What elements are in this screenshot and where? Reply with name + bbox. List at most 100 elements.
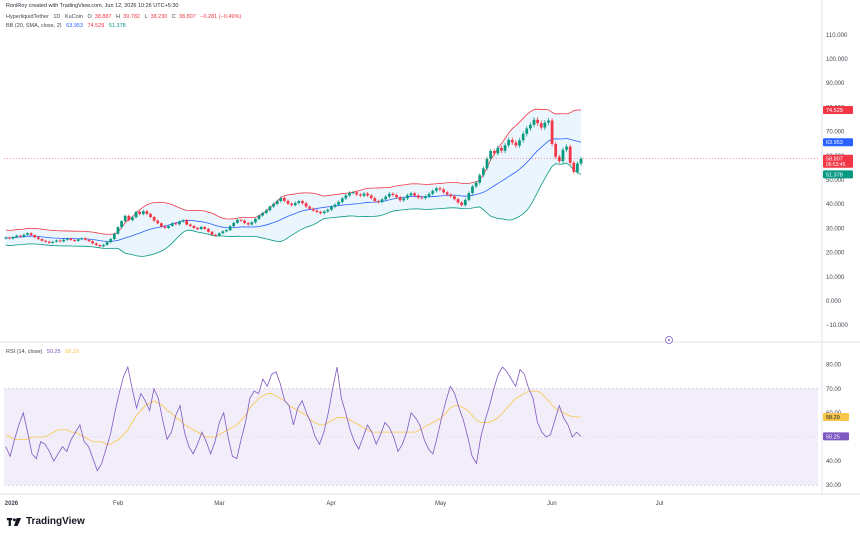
candle-body (424, 196, 427, 199)
countdown-text: 06:53:45 (826, 162, 846, 168)
candle (55, 239, 58, 243)
candle-body (539, 123, 543, 128)
candle-body (308, 206, 312, 209)
candle-body (15, 235, 19, 238)
candle (98, 244, 102, 248)
candle-body (579, 158, 583, 164)
bb-basis-tag (823, 138, 853, 147)
candle-body (431, 190, 435, 194)
candle-body (268, 206, 272, 211)
candle (547, 117, 550, 126)
candle (199, 225, 203, 231)
candle-body (138, 211, 142, 215)
rsi-ma-tag-text: 58.29 (826, 415, 840, 421)
candle (427, 192, 431, 198)
candle (62, 238, 66, 243)
open-label: O (87, 14, 92, 20)
candle (431, 189, 435, 196)
candle-body (286, 200, 290, 204)
candle (207, 227, 210, 233)
candle (409, 191, 413, 197)
candle-body (500, 147, 503, 151)
candle-body (471, 186, 474, 194)
last-price-tag-text: 58.807 (826, 157, 843, 163)
candle (348, 191, 351, 198)
bb-label[interactable]: BB (20, SMA, close, 2) (6, 23, 62, 29)
candle (69, 237, 73, 241)
candle-body (159, 223, 163, 227)
candle (550, 118, 554, 147)
rsi-label[interactable]: RSI (14, close) (6, 349, 43, 355)
candle-body (221, 231, 225, 234)
candle-body (275, 201, 279, 204)
candle-body (492, 150, 496, 154)
rsi-line (5, 365, 582, 472)
time-tick-label: Jun (547, 501, 557, 507)
rsi-tick-label: 40.00 (826, 459, 842, 465)
candle-body (333, 204, 337, 207)
rsi-tick-label: 80.00 (826, 363, 842, 369)
candle-body (163, 226, 167, 228)
candle-body (203, 226, 207, 229)
candle-body (330, 206, 333, 210)
candle-body (525, 128, 529, 134)
rsi-value-tag-text: 50.25 (826, 434, 840, 440)
candle-body (510, 139, 514, 143)
candle-body (185, 220, 189, 225)
candle-body (36, 237, 40, 240)
candle-body (315, 210, 319, 212)
price-tick-label: −10.000 (826, 323, 849, 329)
candle (424, 194, 427, 200)
candle-body (167, 225, 170, 228)
candle-body (47, 241, 51, 243)
candle-body (112, 233, 116, 240)
candle-body (192, 225, 196, 228)
candle (579, 156, 583, 166)
candle-body (463, 199, 467, 206)
candle (525, 125, 529, 137)
time-tick-label: May (435, 501, 446, 507)
candle-body (344, 195, 348, 199)
candle-body (373, 198, 377, 202)
candle-body (536, 119, 539, 124)
candle-body (80, 238, 84, 240)
rsi-value-tag (823, 432, 849, 441)
candle (442, 187, 445, 194)
candle-body (145, 211, 149, 214)
candle (293, 201, 297, 207)
candle-body (69, 238, 73, 240)
candle (572, 160, 576, 174)
candle (40, 238, 44, 242)
symbol-name[interactable]: HyperliquidTether (6, 14, 49, 20)
bb-basis-line (5, 138, 582, 242)
candle-body (152, 217, 156, 221)
candle-body (283, 197, 286, 201)
candle (185, 219, 189, 226)
candle-body (73, 240, 76, 241)
event-marker-dot (668, 339, 670, 341)
candle (326, 208, 330, 213)
candle (301, 199, 304, 205)
candle-body (134, 211, 138, 218)
candle-body (337, 202, 341, 205)
bb-basis-value: 63.953 (66, 23, 83, 29)
candle (344, 193, 348, 200)
price-tick-label: 30.000 (826, 226, 845, 232)
candle-body (387, 193, 391, 197)
rsi-legend: RSI (14, close) 50.25 58.29 (6, 348, 82, 356)
candle (460, 201, 464, 207)
candle-body (395, 195, 398, 198)
candle-body (257, 215, 261, 219)
candle-body (460, 202, 464, 206)
candle (395, 193, 398, 199)
tradingview-logo: TradingView (6, 516, 85, 527)
candle (304, 201, 308, 209)
candle-body (250, 222, 254, 225)
candle (15, 234, 19, 239)
candle (478, 173, 482, 185)
candle (510, 137, 514, 145)
candle (366, 191, 369, 198)
candle-body (543, 122, 547, 128)
